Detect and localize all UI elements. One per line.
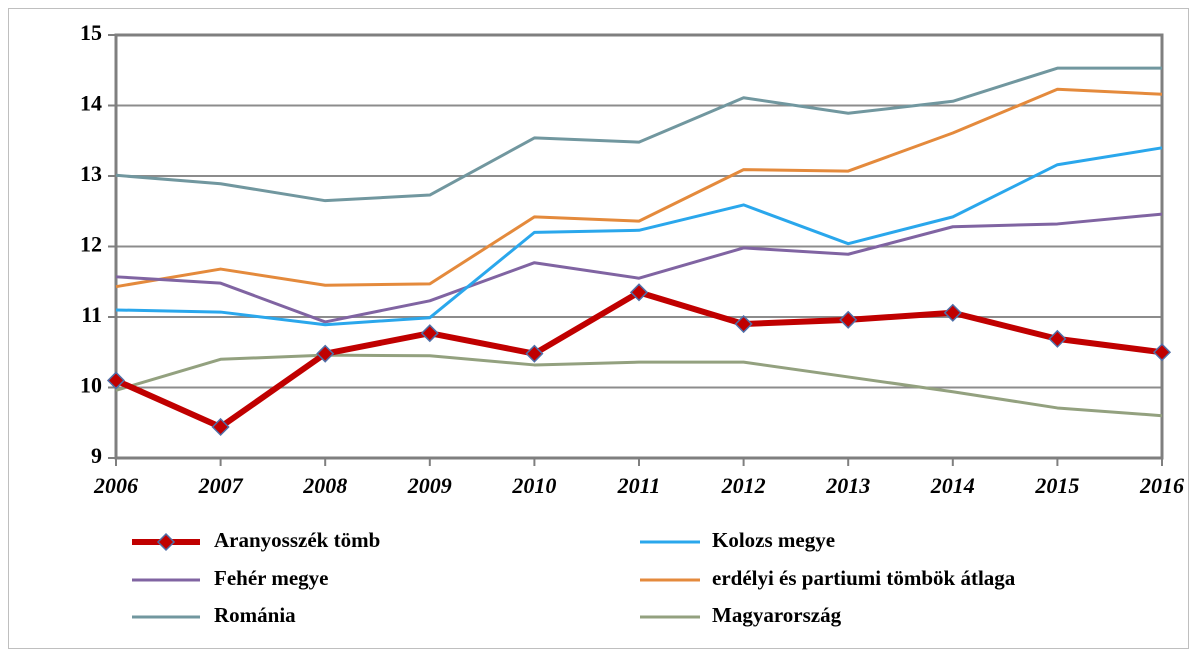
legend-marker — [156, 532, 176, 552]
data-point — [734, 314, 753, 334]
legend-label: erdélyi és partiumi tömbök átlaga — [712, 566, 1016, 590]
x-tick-label: 2012 — [721, 473, 766, 498]
data-point — [943, 303, 962, 322]
y-tick-label: 9 — [91, 443, 102, 468]
x-tick-label: 2008 — [302, 473, 347, 498]
x-tick-label: 2007 — [198, 473, 244, 498]
series-line — [115, 87, 1163, 289]
data-point — [1048, 329, 1067, 348]
data-point — [420, 324, 439, 343]
data-point — [316, 344, 335, 363]
x-tick-label: 2011 — [617, 473, 661, 498]
legend-label: Kolozs megye — [712, 528, 835, 552]
legend-label: Románia — [214, 603, 296, 627]
x-tick-label: 2015 — [1034, 473, 1079, 498]
series-line — [115, 66, 1162, 203]
y-tick-label: 13 — [80, 161, 102, 186]
y-tick-label: 11 — [81, 302, 102, 327]
legend-label: Magyarország — [712, 603, 842, 627]
legend-label: Aranyosszék tömb — [214, 528, 380, 552]
y-tick-label: 15 — [80, 20, 102, 45]
x-tick-label: 2014 — [930, 473, 975, 498]
y-tick-label: 10 — [80, 373, 102, 398]
data-point — [525, 344, 544, 363]
data-point — [1152, 343, 1172, 362]
data-point — [839, 310, 858, 329]
data-point — [106, 371, 126, 390]
x-tick-label: 2006 — [93, 473, 138, 498]
x-tick-label: 2013 — [825, 473, 870, 498]
x-tick-label: 2009 — [407, 473, 452, 498]
data-point — [211, 417, 230, 437]
x-tick-label: 2010 — [511, 473, 556, 498]
legend-label: Fehér megye — [214, 566, 328, 590]
y-tick-label: 12 — [80, 232, 102, 257]
series-line — [115, 353, 1163, 418]
series-line — [115, 212, 1163, 324]
x-tick-label: 2016 — [1139, 473, 1184, 498]
data-point — [629, 283, 649, 302]
series-line — [115, 146, 1163, 327]
series-line — [114, 289, 1163, 430]
y-tick-label: 14 — [80, 91, 102, 116]
